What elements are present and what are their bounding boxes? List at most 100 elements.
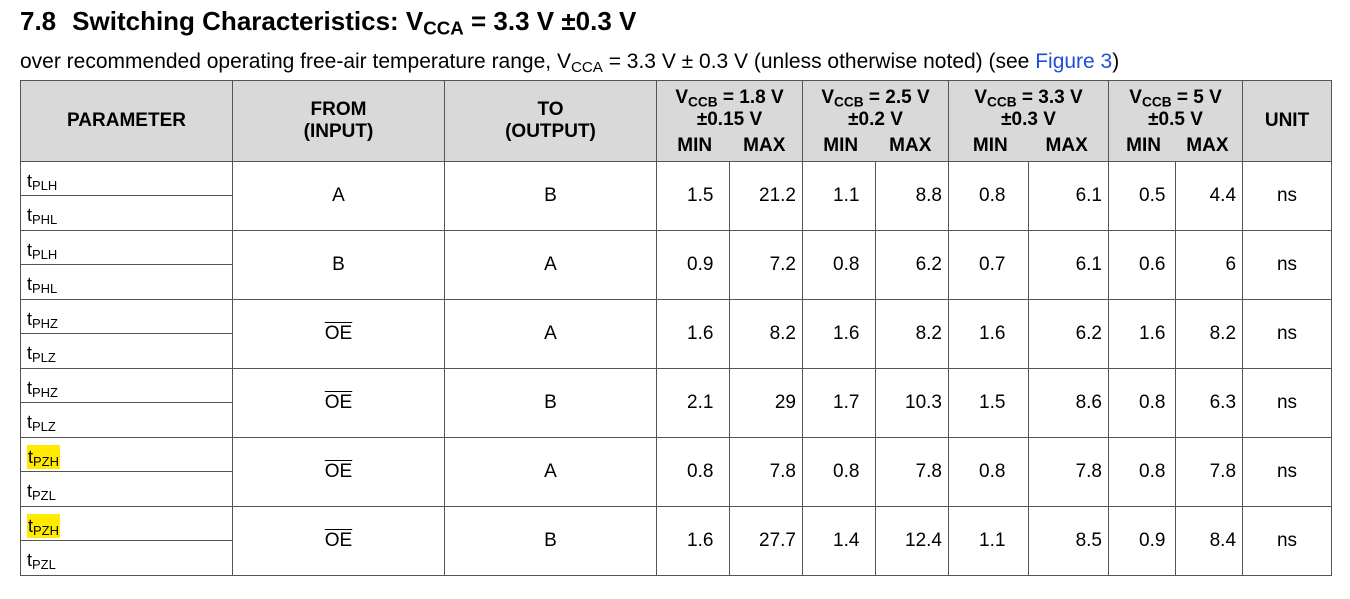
max-value: 8.5	[1028, 506, 1109, 576]
max-value: 6.1	[1028, 230, 1109, 300]
min-value: 0.8	[802, 230, 876, 300]
header-minmax-3: MIN MAX	[948, 131, 1109, 162]
max-value: 6	[1174, 230, 1244, 300]
header-minmax-2: MIN MAX	[802, 131, 949, 162]
unit-cell: ns	[1242, 230, 1333, 300]
table-row: tPZH tPZL OE A 0.8 7.8 0.8 7.8 0.8 7.8 0.8 7.8 ns	[20, 437, 1333, 507]
param-cell: tPZH tPZL	[20, 437, 233, 507]
section-number: 7.8	[20, 6, 57, 36]
header-vccb-4: VCCB = 5 V ±0.5 V	[1107, 80, 1244, 131]
title-subscript: CCA	[423, 17, 464, 39]
max-value: 7.2	[729, 230, 803, 300]
min-value: 0.8	[1108, 368, 1176, 438]
max-value: 27.7	[729, 506, 803, 576]
min-value: 1.1	[948, 506, 1029, 576]
note-middle: = 3.3 V ± 0.3 V (unless otherwise noted)…	[602, 50, 1036, 73]
param-1: tPZH	[21, 438, 232, 472]
min-value: 1.6	[656, 299, 730, 369]
param-2: tPZL	[27, 550, 56, 573]
param-1: tPLH	[21, 162, 232, 196]
min-value: 0.8	[802, 437, 876, 507]
note-suffix: )	[1112, 50, 1120, 73]
from-cell: OE	[232, 437, 445, 507]
param-cell: tPHZ tPLZ	[20, 368, 233, 438]
to-cell: B	[444, 368, 657, 438]
max-value: 8.2	[1174, 299, 1244, 369]
max-value: 6.1	[1028, 161, 1109, 231]
title-suffix: = 3.3 V ±0.3 V	[463, 6, 637, 36]
header-vccb-2: VCCB = 2.5 V ±0.2 V	[802, 80, 949, 131]
min-value: 0.9	[656, 230, 730, 300]
max-value: 4.4	[1174, 161, 1244, 231]
from-cell: B	[232, 230, 445, 300]
min-value: 0.9	[1108, 506, 1176, 576]
min-value: 1.4	[802, 506, 876, 576]
from-cell: OE	[232, 299, 445, 369]
to-cell: A	[444, 230, 657, 300]
table-row: tPLH tPHL B A 0.9 7.2 0.8 6.2 0.7 6.1 0.6 6 ns	[20, 230, 1333, 300]
from-cell: OE	[232, 506, 445, 576]
param-1: tPHZ	[21, 369, 232, 403]
header-to: TO (OUTPUT)	[444, 80, 657, 162]
max-value: 7.8	[1174, 437, 1244, 507]
table-row: tPLH tPHL A B 1.5 21.2 1.1 8.8 0.8 6.1 0.5 4.4 ns	[20, 161, 1333, 231]
conditions-note: over recommended operating free-air temp…	[20, 50, 1120, 76]
min-value: 2.1	[656, 368, 730, 438]
max-value: 6.2	[1028, 299, 1109, 369]
section-title: 7.8 Switching Characteristics: VCCA = 3.3…	[20, 6, 637, 39]
min-value: 1.6	[948, 299, 1029, 369]
switching-characteristics-table: PARAMETER FROM (INPUT) TO (OUTPUT) VCCB = …	[20, 80, 1333, 576]
param-2: tPHL	[27, 205, 58, 228]
max-value: 8.6	[1028, 368, 1109, 438]
min-value: 1.7	[802, 368, 876, 438]
note-subscript: CCA	[570, 58, 603, 76]
param-2: tPHL	[27, 274, 58, 297]
max-value: 8.4	[1174, 506, 1244, 576]
param-1: tPLH	[21, 231, 232, 265]
unit-cell: ns	[1242, 299, 1333, 369]
max-value: 21.2	[729, 161, 803, 231]
from-cell: OE	[232, 368, 445, 438]
max-value: 7.8	[875, 437, 949, 507]
param-2: tPLZ	[27, 343, 56, 366]
to-cell: A	[444, 299, 657, 369]
param-cell: tPHZ tPLZ	[20, 299, 233, 369]
param-cell: tPLH tPHL	[20, 161, 233, 231]
max-value: 12.4	[875, 506, 949, 576]
unit-cell: ns	[1242, 437, 1333, 507]
param-1: tPHZ	[21, 300, 232, 334]
min-value: 0.5	[1108, 161, 1176, 231]
header-vccb-1: VCCB = 1.8 V ±0.15 V	[656, 80, 803, 131]
param-cell: tPZH tPZL	[20, 506, 233, 576]
table-row: tPHZ tPLZ OE B 2.1 29 1.7 10.3 1.5 8.6 0.8 6.3 ns	[20, 368, 1333, 438]
table-row: tPZH tPZL OE B 1.6 27.7 1.4 12.4 1.1 8.5 0.9 8.4 ns	[20, 506, 1333, 576]
figure-link[interactable]: Figure 3	[1035, 50, 1113, 73]
min-value: 1.6	[1108, 299, 1176, 369]
min-value: 1.1	[802, 161, 876, 231]
param-cell: tPLH tPHL	[20, 230, 233, 300]
unit-cell: ns	[1242, 368, 1333, 438]
note-prefix: over recommended operating free-air temp…	[20, 50, 571, 73]
param-2: tPLZ	[27, 412, 56, 435]
max-value: 6.3	[1174, 368, 1244, 438]
min-value: 1.5	[948, 368, 1029, 438]
min-value: 0.8	[656, 437, 730, 507]
max-value: 7.8	[1028, 437, 1109, 507]
max-value: 7.8	[729, 437, 803, 507]
min-value: 1.5	[656, 161, 730, 231]
max-value: 6.2	[875, 230, 949, 300]
min-value: 1.6	[656, 506, 730, 576]
header-minmax-1: MIN MAX	[656, 131, 803, 162]
min-value: 0.8	[948, 161, 1029, 231]
table-row: tPHZ tPLZ OE A 1.6 8.2 1.6 8.2 1.6 6.2 1.6 8.2 ns	[20, 299, 1333, 369]
header-from: FROM (INPUT)	[232, 80, 445, 162]
min-value: 0.8	[948, 437, 1029, 507]
to-cell: B	[444, 161, 657, 231]
header-parameter: PARAMETER	[20, 80, 233, 162]
param-1: tPZH	[21, 507, 232, 541]
header-minmax-4: MIN MAX	[1107, 131, 1244, 162]
header-vccb-3: VCCB = 3.3 V ±0.3 V	[948, 80, 1109, 131]
table-body: tPLH tPHL A B 1.5 21.2 1.1 8.8 0.8 6.1 0.5 4.4 ns tPL…	[20, 161, 1333, 576]
min-value: 0.8	[1108, 437, 1176, 507]
min-value: 1.6	[802, 299, 876, 369]
